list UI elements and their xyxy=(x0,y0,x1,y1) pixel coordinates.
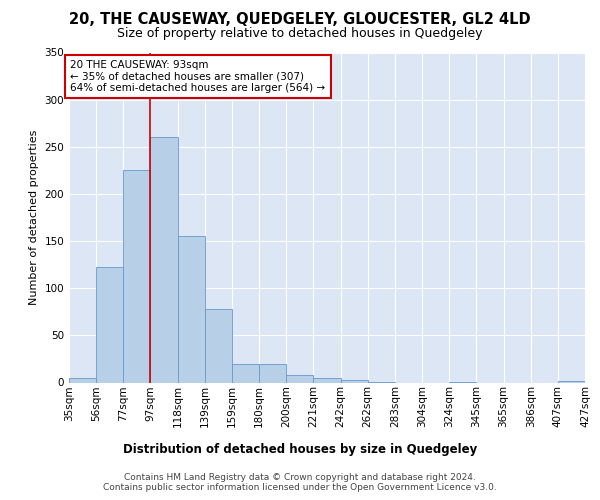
Bar xyxy=(151,138,178,382)
Text: Size of property relative to detached houses in Quedgeley: Size of property relative to detached ho… xyxy=(117,28,483,40)
Bar xyxy=(178,236,205,382)
Bar xyxy=(124,170,151,382)
Bar xyxy=(232,364,259,382)
Bar xyxy=(259,364,286,382)
Text: Contains HM Land Registry data © Crown copyright and database right 2024.
Contai: Contains HM Land Registry data © Crown c… xyxy=(103,472,497,492)
Bar xyxy=(286,375,313,382)
Bar xyxy=(205,309,232,382)
Bar xyxy=(96,268,124,382)
Text: 20, THE CAUSEWAY, QUEDGELEY, GLOUCESTER, GL2 4LD: 20, THE CAUSEWAY, QUEDGELEY, GLOUCESTER,… xyxy=(69,12,531,28)
Bar xyxy=(558,380,585,382)
Text: 20 THE CAUSEWAY: 93sqm
← 35% of detached houses are smaller (307)
64% of semi-de: 20 THE CAUSEWAY: 93sqm ← 35% of detached… xyxy=(70,60,325,93)
Bar xyxy=(69,378,96,382)
Y-axis label: Number of detached properties: Number of detached properties xyxy=(29,130,39,305)
Bar xyxy=(313,378,341,382)
Bar xyxy=(341,380,368,382)
Text: Distribution of detached houses by size in Quedgeley: Distribution of detached houses by size … xyxy=(123,442,477,456)
